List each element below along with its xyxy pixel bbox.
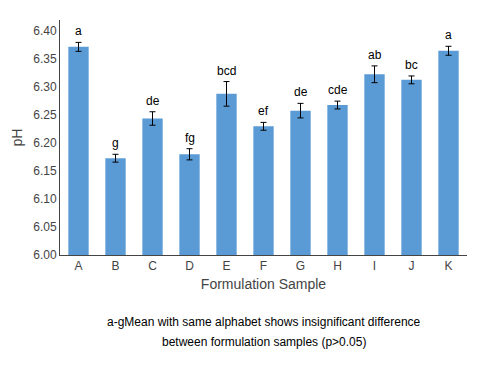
svg-text:ef: ef: [258, 104, 269, 118]
svg-text:fg: fg: [185, 131, 195, 145]
svg-text:pH: pH: [9, 129, 25, 147]
svg-text:6.35: 6.35: [33, 52, 57, 66]
svg-text:K: K: [444, 259, 452, 273]
svg-text:F: F: [260, 259, 267, 273]
svg-text:6.10: 6.10: [33, 192, 57, 206]
svg-text:a: a: [445, 28, 452, 42]
svg-text:a-gMean with same alphabet sho: a-gMean with same alphabet shows insigni…: [107, 315, 421, 329]
svg-text:E: E: [222, 259, 230, 273]
svg-text:6.40: 6.40: [33, 24, 57, 38]
svg-text:6.15: 6.15: [33, 164, 57, 178]
svg-text:6.00: 6.00: [33, 248, 57, 262]
svg-text:between formulation samples (p: between formulation samples (p>0.05): [162, 335, 366, 349]
svg-text:G: G: [296, 259, 305, 273]
svg-text:Formulation Sample: Formulation Sample: [201, 276, 326, 292]
svg-text:cde: cde: [328, 83, 348, 97]
svg-text:I: I: [373, 259, 376, 273]
svg-text:de: de: [294, 85, 308, 99]
svg-text:g: g: [112, 136, 119, 150]
svg-text:6.30: 6.30: [33, 80, 57, 94]
svg-text:ab: ab: [368, 48, 382, 62]
svg-text:D: D: [185, 259, 194, 273]
svg-text:J: J: [409, 259, 415, 273]
svg-text:C: C: [148, 259, 157, 273]
svg-text:A: A: [74, 259, 82, 273]
svg-text:bcd: bcd: [217, 64, 236, 78]
svg-text:6.20: 6.20: [33, 136, 57, 150]
svg-text:bc: bc: [405, 58, 418, 72]
svg-text:de: de: [146, 94, 160, 108]
svg-text:H: H: [333, 259, 342, 273]
svg-text:6.25: 6.25: [33, 108, 57, 122]
svg-text:6.05: 6.05: [33, 220, 57, 234]
svg-text:B: B: [111, 259, 119, 273]
svg-text:a: a: [75, 24, 82, 38]
